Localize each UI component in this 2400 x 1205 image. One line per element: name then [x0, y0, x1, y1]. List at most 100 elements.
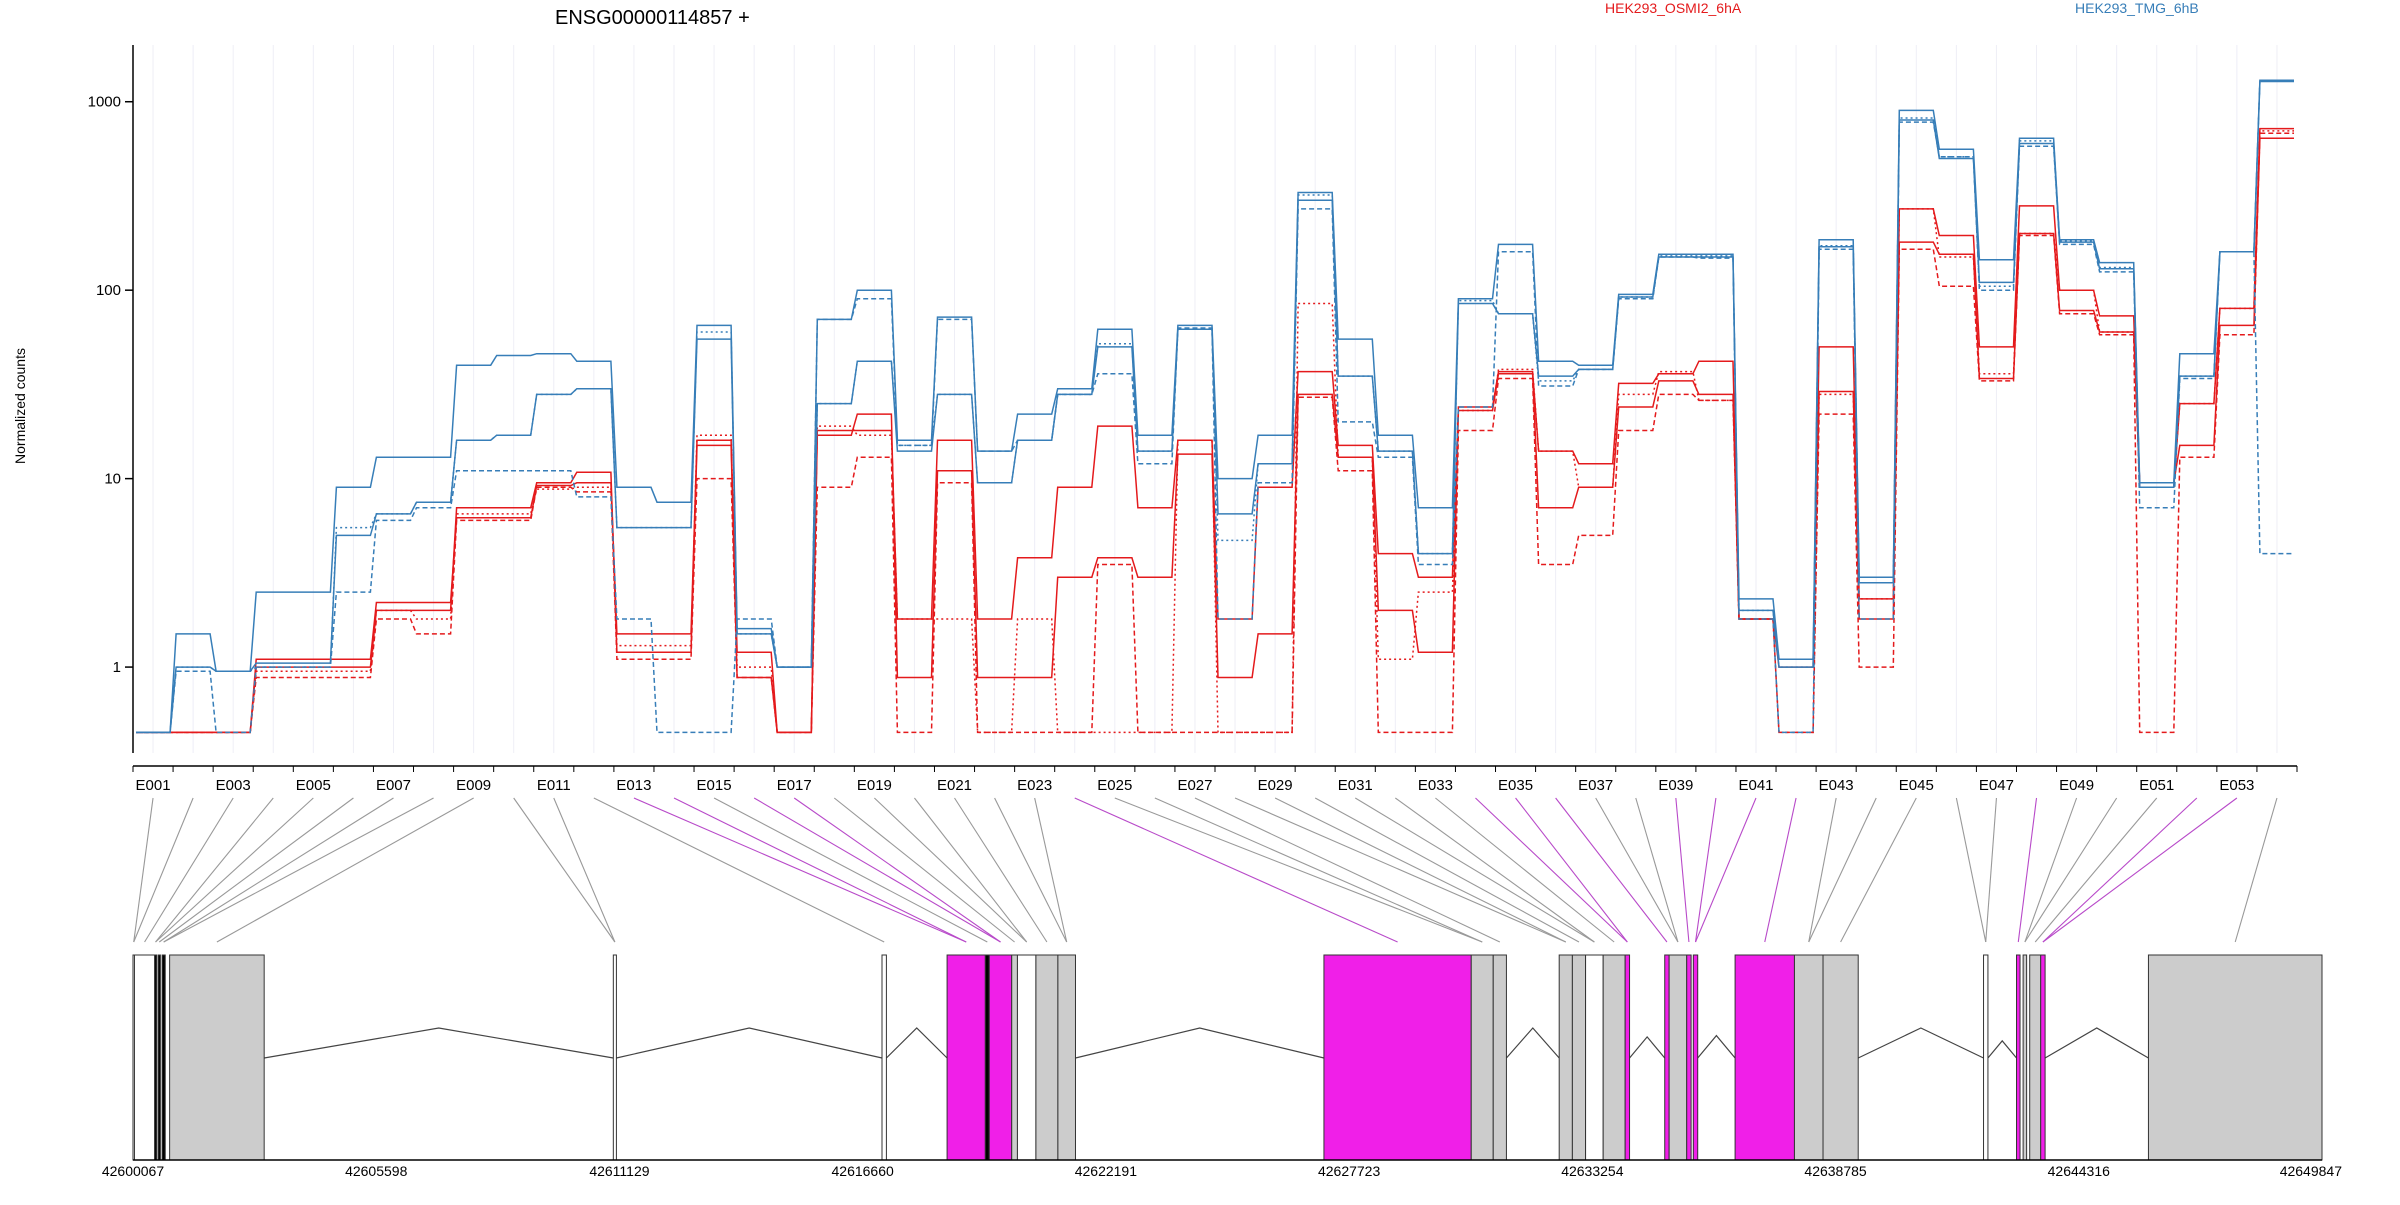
- exon-connector: [553, 797, 616, 943]
- exon-connector: [914, 797, 1028, 943]
- exon-block: [946, 954, 986, 1161]
- exon-block: [1558, 954, 1573, 1161]
- exon-connector: [1194, 797, 1501, 943]
- exon-connector: [1314, 797, 1580, 943]
- exon-connector: [1985, 797, 1997, 943]
- exon-connector: [1675, 797, 1690, 943]
- x-tick-label: E033: [1418, 777, 1453, 794]
- exon-connector: [833, 797, 1015, 943]
- x-axis: E001 E003 E005 E007 E009 E011 E013 E015 E017 E019…: [132, 765, 2298, 794]
- exon-connector: [1808, 797, 1837, 943]
- exon-connector: [133, 797, 194, 943]
- exon-block: [612, 954, 617, 1161]
- exon-connector: [163, 797, 394, 943]
- exon-connector: [155, 797, 274, 943]
- exon-connector: [1515, 797, 1628, 943]
- exon-block: [2147, 954, 2323, 1161]
- chart-title: ENSG00000114857 +: [555, 7, 750, 29]
- exon-block: [988, 954, 1013, 1161]
- exon-connectors: [133, 797, 2278, 943]
- intron-line: [616, 1027, 883, 1059]
- x-tick-label: E027: [1177, 777, 1212, 794]
- exon-connector: [144, 797, 234, 943]
- exon-connector: [954, 797, 1048, 943]
- exon-block: [1492, 954, 1507, 1161]
- exon-connector: [2024, 797, 2118, 943]
- x-tick-label: E011: [537, 777, 571, 794]
- exon-connector: [2024, 797, 2078, 943]
- x-tick-label: E039: [1658, 777, 1693, 794]
- exon-connector: [2042, 797, 2198, 943]
- exon-connector: [1635, 797, 1679, 943]
- series-line: [136, 130, 2294, 734]
- exon-connector: [2017, 797, 2038, 943]
- legend-entry-tmg: HEK293_TMG_6hB: [2075, 0, 2199, 16]
- x-tick-label: E043: [1819, 777, 1854, 794]
- exon-block: [154, 954, 158, 1161]
- genomic-tick-label: 42627723: [1318, 1163, 1381, 1179]
- x-tick-label: E001: [136, 777, 171, 794]
- exon-block: [1035, 954, 1059, 1161]
- exon-connector: [163, 797, 434, 943]
- x-tick-label: E009: [456, 777, 491, 794]
- intron-line: [1697, 1034, 1736, 1059]
- x-tick-label: E045: [1899, 777, 1934, 794]
- exon-connector: [1154, 797, 1483, 943]
- exon-block: [1734, 954, 1795, 1161]
- exon-connector: [1034, 797, 1068, 943]
- x-tick-label: E025: [1097, 777, 1132, 794]
- exon-block: [1686, 954, 1692, 1161]
- exon-connector: [1475, 797, 1628, 943]
- exon-block: [1793, 954, 1824, 1161]
- x-tick-label: E041: [1738, 777, 1773, 794]
- exon-connector: [994, 797, 1068, 943]
- exon-connector: [1808, 797, 1877, 943]
- x-tick-label: E029: [1258, 777, 1293, 794]
- exon-block: [1016, 954, 1037, 1161]
- exon-connector: [1595, 797, 1679, 943]
- exon-block: [2022, 954, 2028, 1161]
- exon-connector: [1114, 797, 1483, 943]
- intron-lines: [264, 1027, 2149, 1059]
- genomic-tick-label: 42622191: [1075, 1163, 1138, 1179]
- intron-line: [1075, 1027, 1325, 1059]
- x-tick-label: E013: [616, 777, 651, 794]
- y-tick-label: 10: [104, 471, 121, 488]
- exon-connector: [713, 797, 988, 943]
- exon-connector: [1694, 797, 1717, 943]
- genomic-tick-label: 42605598: [345, 1163, 408, 1179]
- exon-connector: [155, 797, 314, 943]
- exon-block: [984, 954, 990, 1161]
- exon-connector: [513, 797, 616, 943]
- exon-connector: [2034, 797, 2158, 943]
- y-tick-label: 100: [96, 282, 121, 299]
- intron-line: [1505, 1027, 1560, 1059]
- y-axis: 1 10 100 1000: [88, 45, 134, 753]
- exon-connector: [793, 797, 1001, 943]
- exon-block: [2040, 954, 2046, 1161]
- y-axis-label: Normalized counts: [12, 348, 28, 464]
- x-tick-label: E051: [2139, 777, 2174, 794]
- exon-block: [157, 954, 161, 1161]
- exon-connector: [1955, 797, 1987, 943]
- exon-connector: [1555, 797, 1668, 943]
- x-tick-label: E015: [697, 777, 732, 794]
- x-tick-label: E007: [376, 777, 411, 794]
- legend-entry-osmi2: HEK293_OSMI2_6hA: [1605, 0, 1742, 16]
- exon-block: [1571, 954, 1587, 1161]
- exon-block: [2016, 954, 2021, 1161]
- intron-line: [1629, 1035, 1666, 1059]
- exon-connector: [1274, 797, 1567, 943]
- exon-connector: [158, 797, 354, 943]
- x-tick-label: E053: [2219, 777, 2254, 794]
- exon-block: [1323, 954, 1472, 1161]
- exon-block: [1585, 954, 1604, 1161]
- exon-connector: [216, 797, 474, 943]
- exon-block: [2029, 954, 2042, 1161]
- exon-connector: [1695, 797, 1757, 943]
- exon-connector: [133, 797, 154, 943]
- x-tick-label: E005: [296, 777, 331, 794]
- exon-connector: [1840, 797, 1917, 943]
